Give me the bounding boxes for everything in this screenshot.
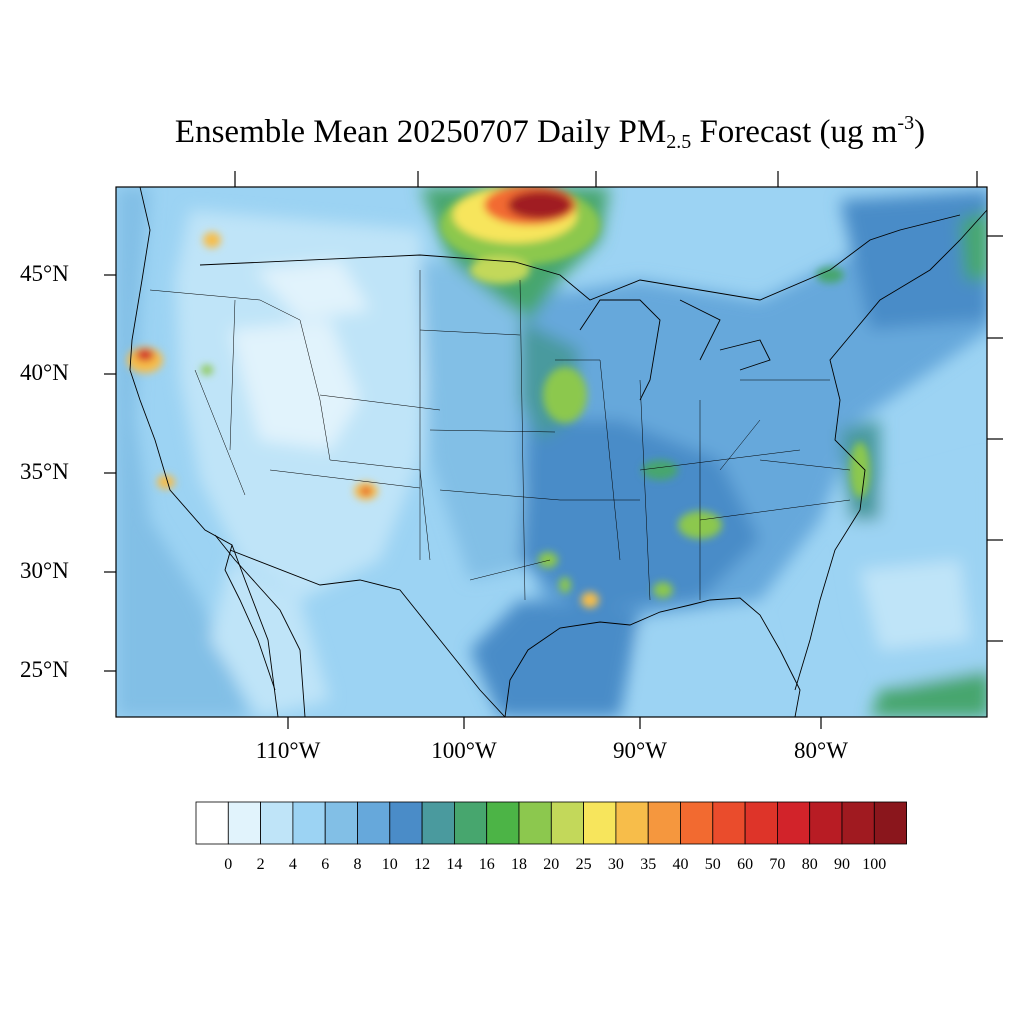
atlantic-coastline	[794, 209, 987, 691]
colorbar-box	[486, 801, 520, 845]
atlantic-lighter	[860, 560, 970, 650]
texas-louisiana-hotspot	[559, 577, 571, 593]
map-ticks	[104, 171, 1003, 729]
state-borders	[149, 270, 851, 601]
gulf-light	[640, 620, 780, 705]
nevada-fire	[201, 365, 213, 375]
colorbar-label: 20	[543, 856, 560, 873]
colorbar-box	[647, 801, 681, 845]
so-cal-fire	[157, 475, 175, 489]
lon-label-110w: 110°W	[255, 738, 321, 763]
gulf-coastline	[504, 597, 801, 717]
colorbar-label: 2	[256, 856, 265, 873]
lat-label-35n: 35°N	[20, 459, 69, 484]
colorbar-box	[195, 801, 229, 845]
carolina-hotspot	[850, 442, 870, 498]
colorbar-label: 6	[321, 856, 330, 873]
colorbar-box	[841, 801, 875, 845]
map-boundaries	[129, 187, 987, 717]
mexico-border	[229, 549, 506, 717]
baja-coastline	[224, 544, 276, 691]
lat-label-30n: 30°N	[20, 558, 69, 583]
canada-border	[199, 214, 961, 301]
pacific-band	[116, 187, 250, 717]
colorbar-label: 10	[381, 856, 398, 873]
title-superscript: -3	[897, 112, 915, 134]
washington-fire	[203, 232, 221, 248]
map-frame	[115, 186, 988, 718]
colorbar-label: 40	[672, 856, 689, 873]
colorbar-label: 4	[288, 856, 297, 873]
colorbar-box	[324, 801, 358, 845]
colorbar-box	[744, 801, 778, 845]
colorbar-label: 14	[446, 856, 463, 873]
lat-label-45n: 45°N	[20, 261, 69, 286]
caribbean-patch	[870, 670, 987, 717]
colorbar-label: 18	[511, 856, 527, 873]
colorbar-label: 25	[575, 856, 592, 873]
colorbar-box	[809, 801, 843, 845]
colorbar-label: 0	[224, 856, 233, 873]
field-hotspots	[127, 187, 870, 608]
east-texas-hotspot	[538, 552, 558, 568]
mississippi-coast-hotspot	[653, 582, 673, 598]
northeast-field	[840, 190, 987, 330]
idaho-low	[255, 260, 370, 320]
colorbar-label: 30	[607, 856, 624, 873]
colorbar-box	[453, 801, 488, 845]
plume-level-90	[508, 191, 572, 219]
map-title: Ensemble Mean 20250707 Daily PM2.5 Forec…	[0, 112, 1024, 154]
maine-patch	[960, 211, 987, 280]
colorbar-box	[680, 801, 714, 845]
map-field	[116, 187, 987, 717]
colorbar-box	[583, 801, 617, 845]
colorbar-box	[421, 801, 455, 845]
colorbar-label: 70	[769, 856, 786, 873]
great-basin-low	[230, 320, 360, 450]
gulf-of-california	[214, 534, 306, 717]
colorbar-box	[357, 801, 391, 845]
gulf-coast-band	[470, 600, 640, 717]
title-mid: Forecast (ug m	[691, 114, 898, 150]
dakota-plume	[470, 256, 530, 284]
colorbar-box	[777, 801, 811, 845]
title-main: Ensemble Mean 20250707 Daily PM	[174, 114, 667, 150]
colorbar-box	[260, 801, 294, 845]
colorbar-box	[712, 801, 746, 845]
lon-label-90w: 90°W	[613, 738, 667, 763]
great-lakes	[579, 299, 771, 401]
new-mexico-fire-core	[361, 487, 371, 495]
colorbar-box	[389, 801, 423, 845]
colorbar-label: 16	[478, 856, 495, 873]
lat-label-25n: 25°N	[20, 657, 69, 682]
colorbar-label: 12	[414, 856, 431, 873]
colorbar	[195, 801, 907, 845]
lon-label-80w: 80°W	[794, 738, 848, 763]
colorbar-label: 80	[801, 856, 818, 873]
colorbar-box	[550, 801, 584, 845]
nor-cal-fire-core	[136, 349, 154, 361]
iowa-plume	[543, 367, 587, 423]
colorbar-label: 50	[704, 856, 721, 873]
title-subscript: 2.5	[666, 131, 692, 153]
tennessee-patch	[642, 460, 678, 480]
lat-label-40n: 40°N	[20, 360, 69, 385]
colorbar-box	[615, 801, 649, 845]
lon-label-100w: 100°W	[431, 738, 497, 763]
colorbar-label: 100	[862, 856, 887, 873]
ontario-patch	[816, 267, 844, 283]
title-end: )	[914, 114, 926, 150]
colorbar-box	[292, 801, 326, 845]
colorbar-box	[873, 801, 907, 845]
colorbar-label: 8	[353, 856, 362, 873]
louisiana-hotspot	[581, 592, 599, 608]
colorbar-box	[518, 801, 552, 845]
colorbar-box	[227, 801, 262, 845]
colorbar-label: 35	[640, 856, 657, 873]
pacific-coastline	[129, 187, 279, 717]
colorbar-label: 90	[834, 856, 850, 873]
colorbar-label: 60	[737, 856, 754, 873]
